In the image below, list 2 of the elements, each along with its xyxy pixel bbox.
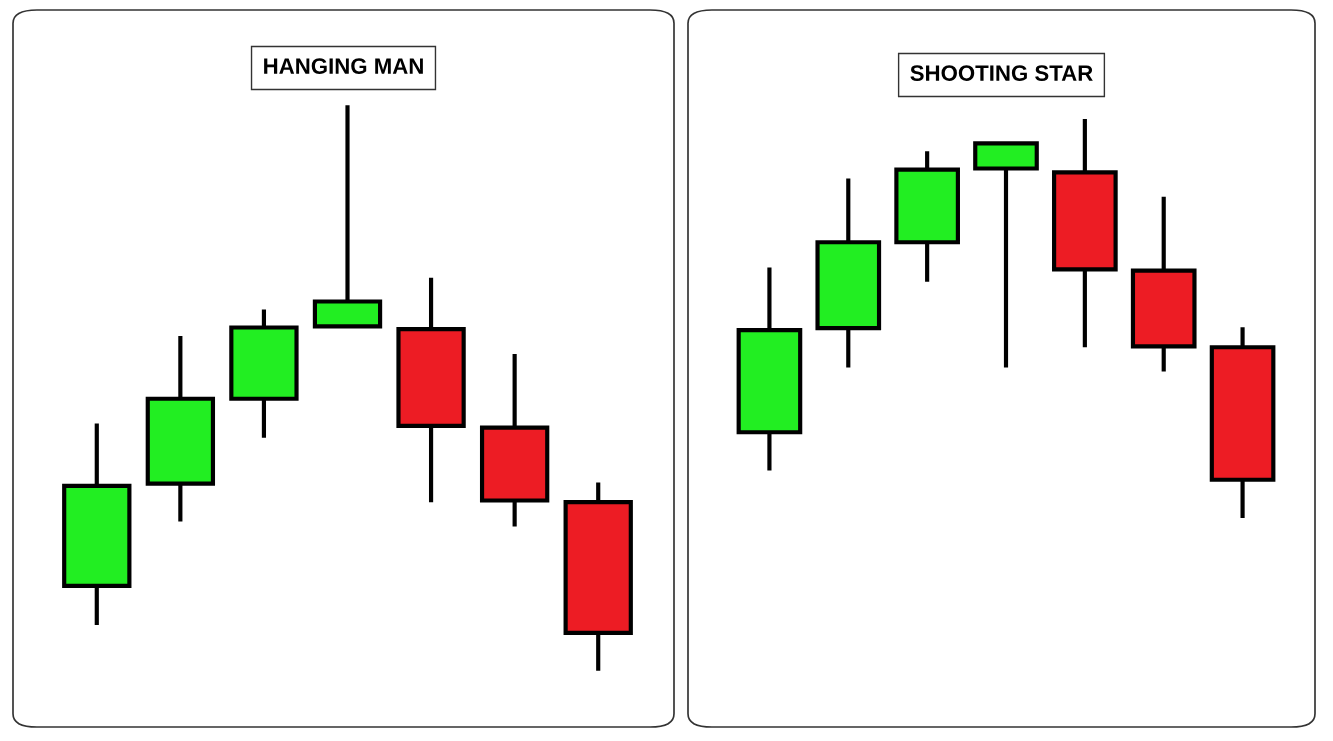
chart-title: SHOOTING STAR — [910, 65, 1093, 81]
chart-title: HANGING MAN — [264, 58, 423, 74]
